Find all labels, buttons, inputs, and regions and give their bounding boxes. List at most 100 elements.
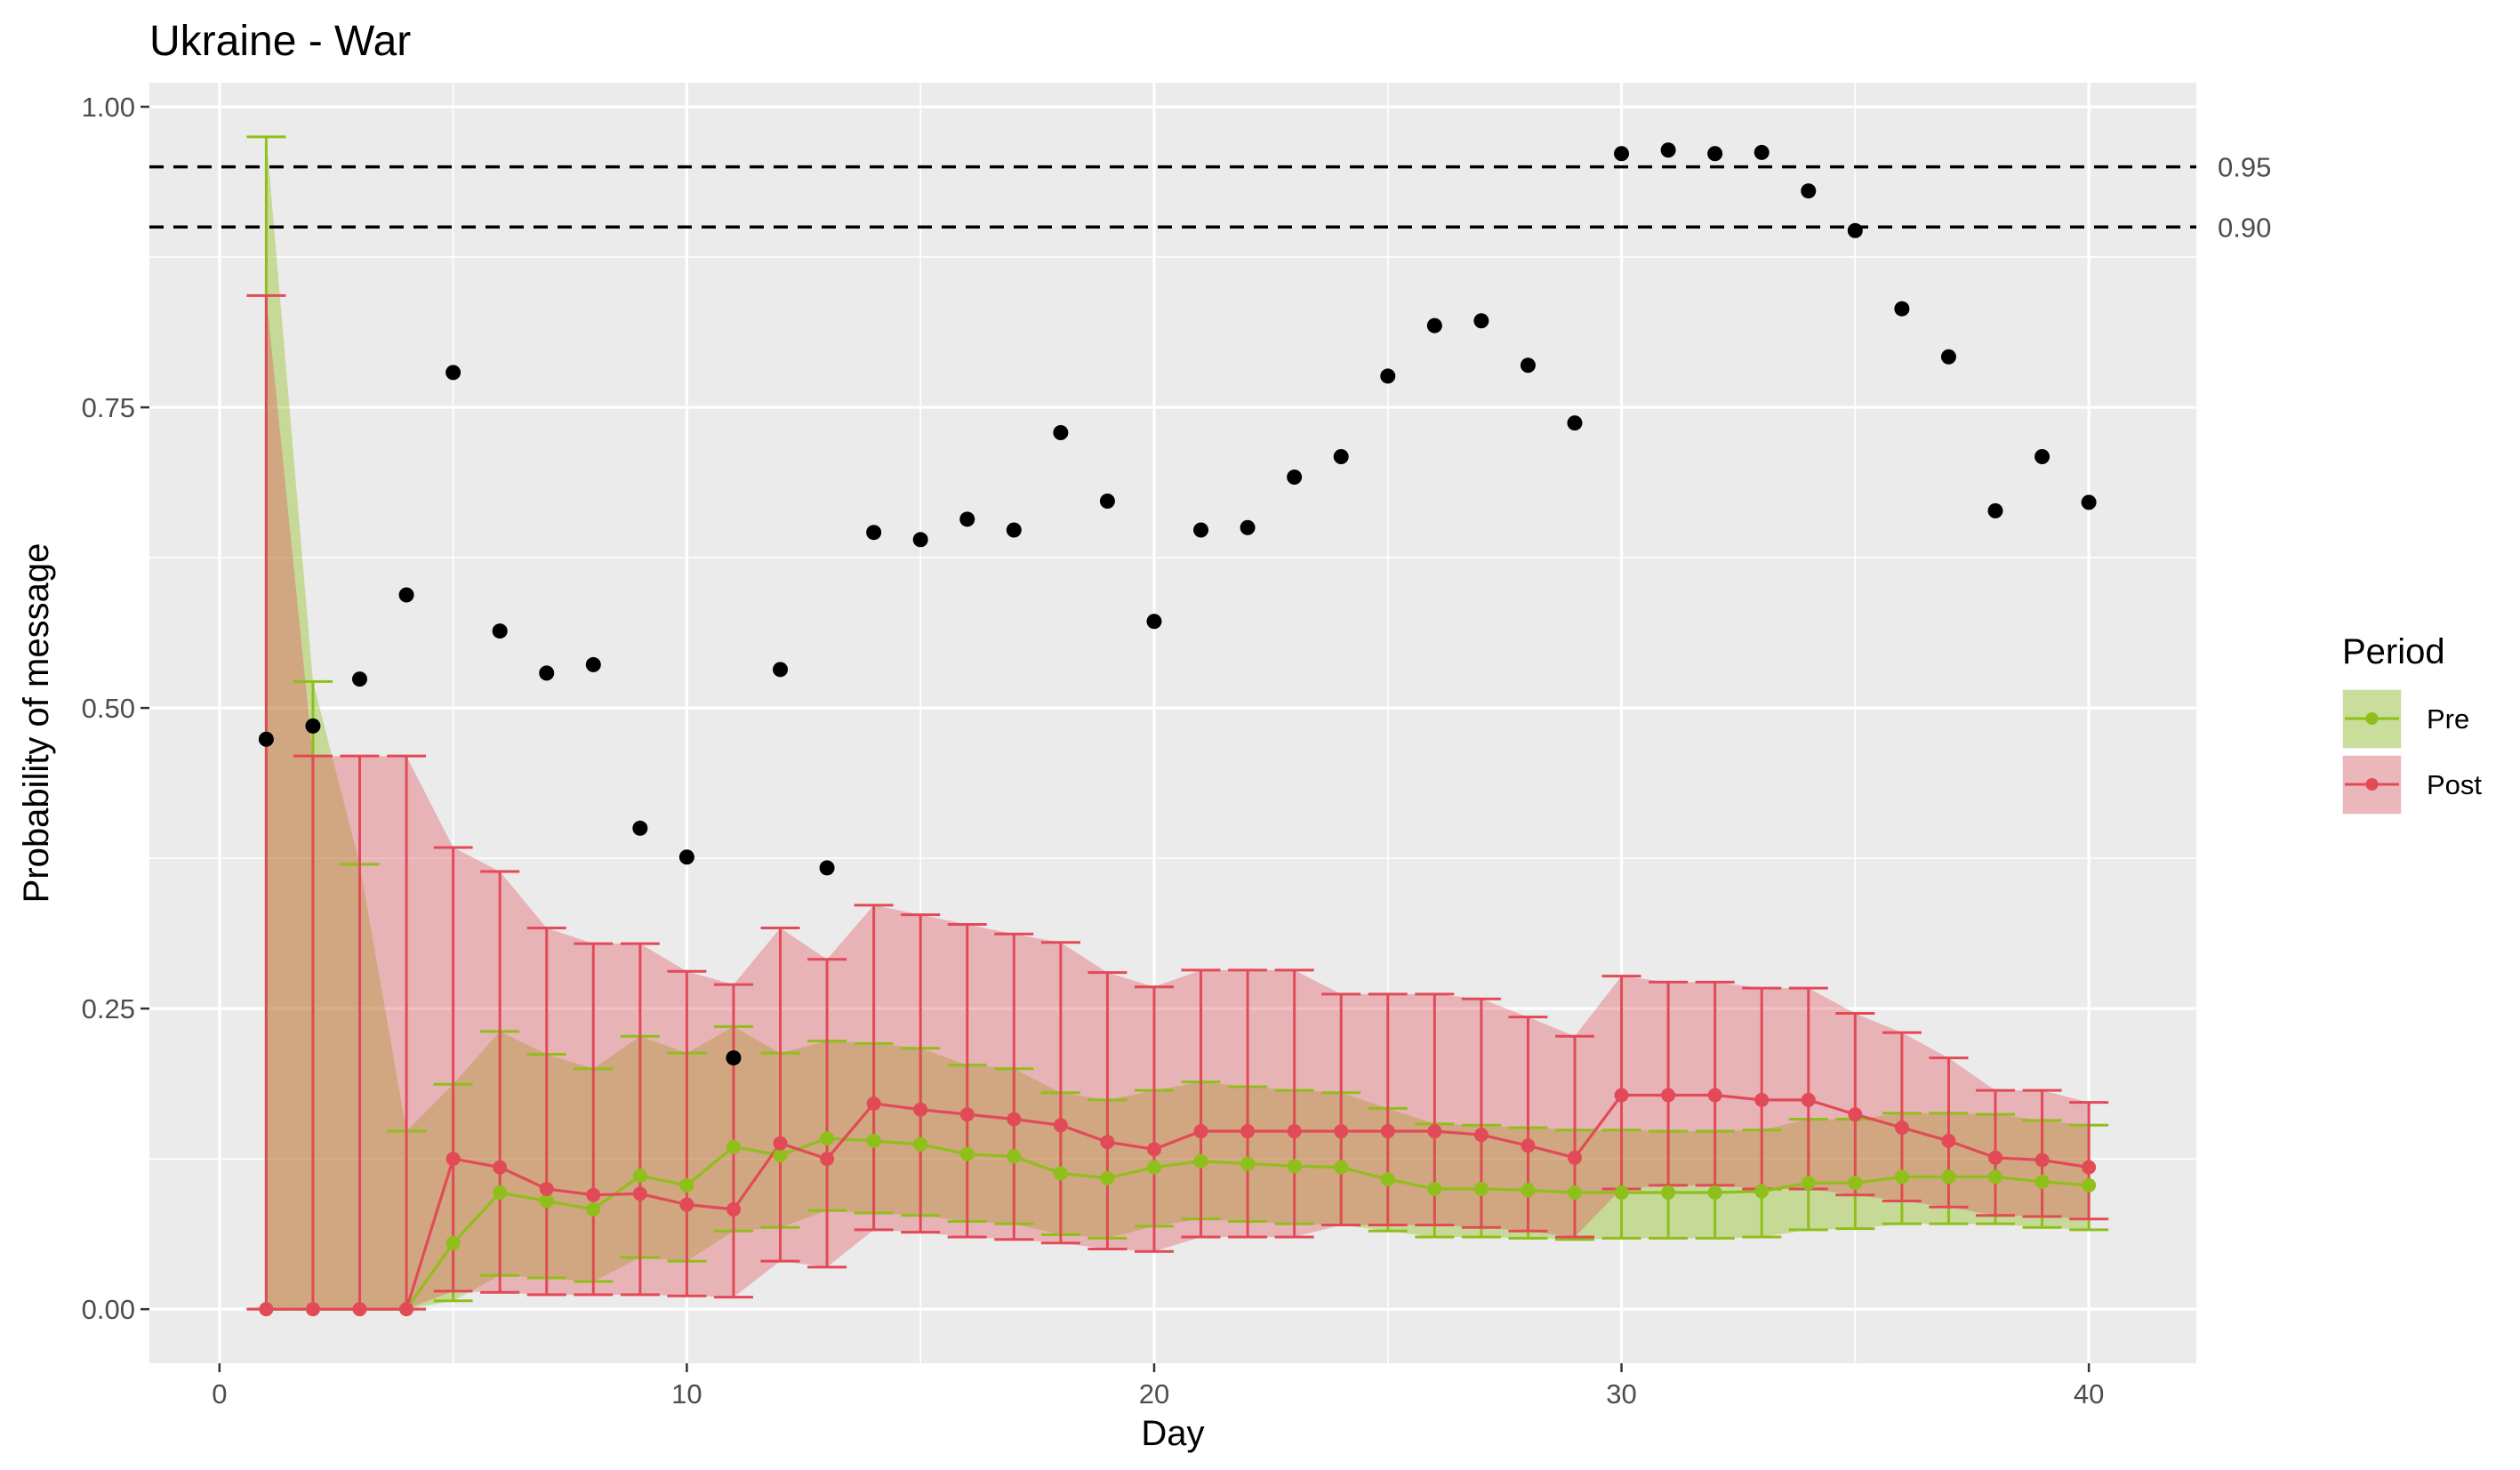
observed-point <box>678 849 694 865</box>
point-post <box>1614 1088 1629 1103</box>
point-pre <box>726 1139 741 1154</box>
observed-point <box>1426 317 1442 333</box>
point-pre <box>1473 1181 1489 1196</box>
point-pre <box>959 1146 975 1161</box>
observed-point <box>1240 519 1256 535</box>
y-tick-label: 0.50 <box>82 693 135 724</box>
point-post <box>1193 1124 1208 1139</box>
observed-point <box>258 731 274 747</box>
observed-point <box>1520 357 1536 374</box>
observed-point <box>1660 142 1676 158</box>
point-post <box>1988 1150 2003 1165</box>
observed-point <box>492 623 508 639</box>
observed-point <box>773 662 789 678</box>
observed-point <box>912 532 928 548</box>
observed-point <box>959 511 975 527</box>
x-axis: 0 10 20 30 40 <box>212 1363 2104 1410</box>
reference-lines: 0.95 0.90 <box>149 152 2271 243</box>
point-pre <box>1007 1149 1022 1164</box>
point-post <box>493 1160 508 1175</box>
point-post <box>1941 1133 1956 1148</box>
observed-point <box>726 1050 742 1066</box>
point-pre <box>773 1148 788 1163</box>
observed-point <box>1333 449 1349 465</box>
point-post <box>913 1102 928 1117</box>
observed-point <box>1614 146 1630 162</box>
point-pre <box>1614 1185 1629 1200</box>
point-post <box>632 1186 647 1201</box>
x-tick-label: 30 <box>1606 1378 1636 1410</box>
point-post <box>1661 1088 1676 1103</box>
point-post <box>2082 1160 2097 1175</box>
point-pre <box>539 1193 554 1209</box>
point-pre <box>1193 1153 1208 1169</box>
observed-point <box>1940 349 1956 365</box>
point-post <box>352 1302 367 1317</box>
y-tick-label: 0.00 <box>82 1294 135 1325</box>
point-pre <box>1894 1169 1909 1185</box>
point-post <box>1100 1135 1115 1150</box>
point-pre <box>2034 1174 2050 1189</box>
point-pre <box>1848 1176 1863 1191</box>
point-post <box>820 1152 835 1167</box>
error-bars <box>246 135 2109 1311</box>
observed-point <box>1473 313 1489 329</box>
chart-title: Ukraine - War <box>149 18 411 65</box>
point-post <box>1473 1128 1489 1143</box>
point-post <box>959 1107 975 1122</box>
ribbon-post <box>266 295 2090 1310</box>
point-post <box>1894 1120 1909 1135</box>
point-pre <box>1334 1160 1349 1175</box>
point-post <box>1007 1112 1022 1127</box>
observed-point <box>1567 415 1583 431</box>
observed-points <box>258 142 2097 1066</box>
observed-point <box>1287 469 1303 485</box>
x-tick-label: 10 <box>671 1378 702 1410</box>
point-post <box>1567 1150 1582 1165</box>
point-pre <box>1427 1181 1442 1196</box>
point-post <box>679 1197 694 1212</box>
x-tick-label: 20 <box>1139 1378 1169 1410</box>
point-pre <box>586 1201 601 1217</box>
y-axis-title: Probability of message <box>17 543 56 904</box>
point-post <box>399 1302 414 1317</box>
point-post <box>1754 1092 1770 1107</box>
point-post <box>1053 1118 1068 1133</box>
observed-point <box>1099 494 1115 510</box>
legend-key-post-point <box>2365 778 2379 791</box>
x-axis-title: Day <box>1141 1414 1204 1453</box>
point-pre <box>1801 1176 1816 1191</box>
confidence-ribbons <box>266 136 2090 1310</box>
observed-point <box>305 718 321 734</box>
x-tick-label: 0 <box>212 1378 227 1410</box>
point-post <box>1334 1124 1349 1139</box>
y-tick-label: 1.00 <box>82 92 135 123</box>
series-line-post <box>266 1093 2090 1311</box>
observed-point <box>2034 449 2051 465</box>
legend-label-post: Post <box>2427 769 2482 800</box>
observed-point <box>819 860 835 876</box>
point-pre <box>913 1137 928 1152</box>
point-pre <box>1287 1159 1302 1174</box>
point-post <box>1380 1124 1395 1139</box>
series-points <box>259 1088 2097 1317</box>
point-pre <box>866 1133 881 1148</box>
observed-point <box>1707 146 1723 162</box>
point-post <box>773 1136 788 1151</box>
point-pre <box>1988 1169 2003 1185</box>
reference-line-label: 0.95 <box>2218 152 2271 183</box>
point-pre <box>1941 1169 1956 1185</box>
point-post <box>539 1181 554 1196</box>
observed-point <box>445 365 461 381</box>
observed-point <box>2081 494 2097 510</box>
point-pre <box>1100 1170 1115 1185</box>
observed-point <box>539 665 555 681</box>
observed-point <box>1193 522 1209 538</box>
y-tick-label: 0.75 <box>82 392 135 423</box>
point-post <box>1146 1142 1161 1157</box>
grid-major <box>149 83 2196 1363</box>
point-post <box>1848 1107 1863 1122</box>
x-tick-label: 40 <box>2074 1378 2104 1410</box>
series-line-pre <box>266 1137 2090 1311</box>
point-pre <box>679 1177 694 1193</box>
